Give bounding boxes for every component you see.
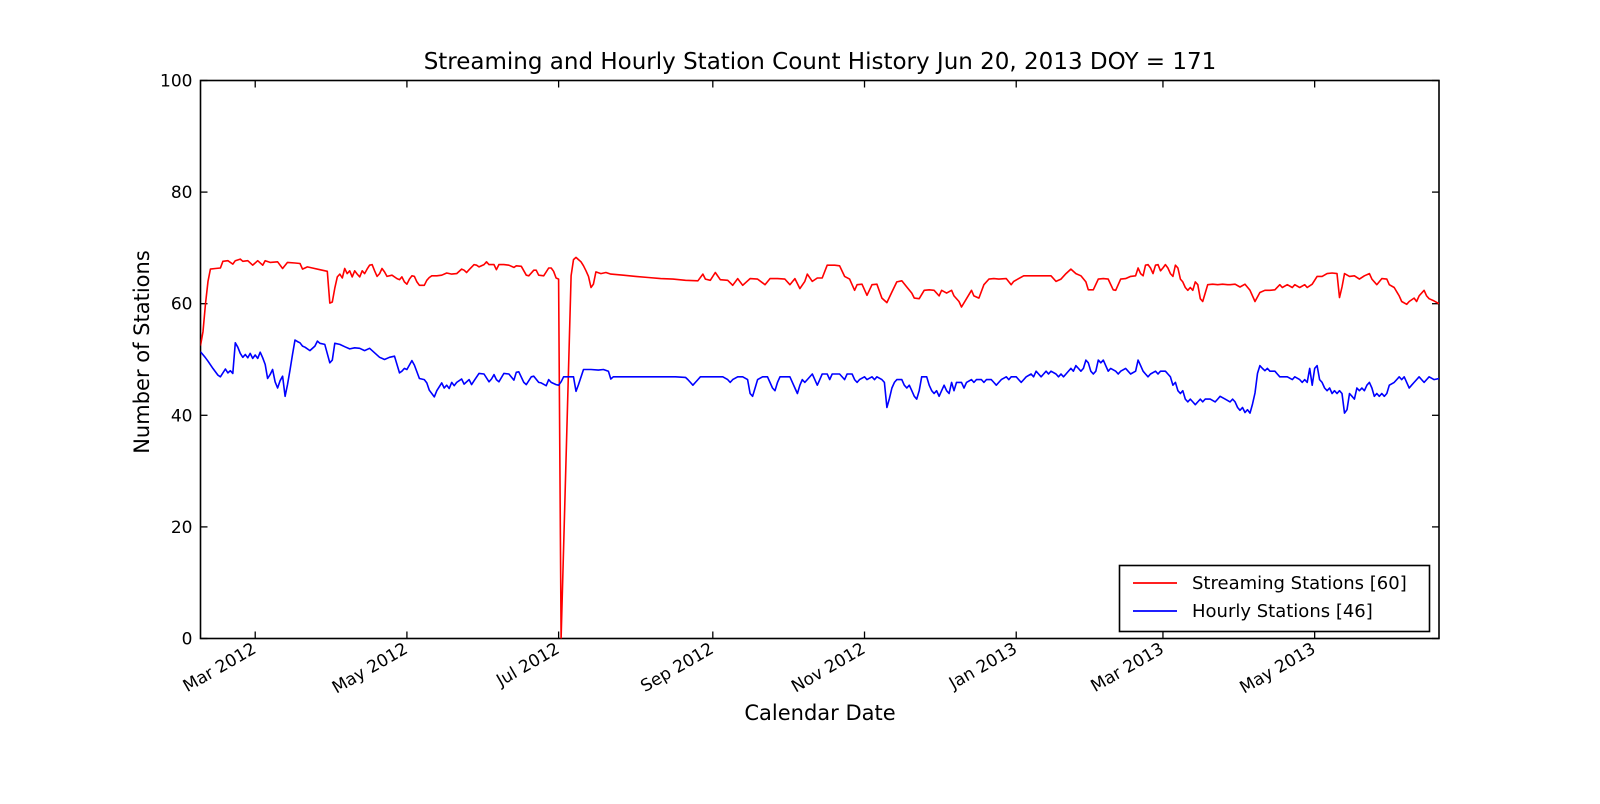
- y-axis-label: Number of Stations: [130, 250, 154, 454]
- x-tick-label: Nov 2012: [788, 639, 869, 697]
- y-tick-label: 100: [160, 72, 192, 92]
- y-tick-label: 60: [171, 295, 193, 315]
- chart-title: Streaming and Hourly Station Count Histo…: [424, 49, 1217, 75]
- legend: Streaming Stations [60] Hourly Stations …: [1118, 564, 1431, 633]
- x-tick-label: Sep 2012: [637, 639, 717, 697]
- y-tick-label: 80: [171, 183, 193, 203]
- x-tick-label: May 2012: [329, 639, 412, 698]
- x-tick-label: Jul 2012: [492, 639, 563, 691]
- x-axis-label: Calendar Date: [744, 701, 895, 725]
- x-tick-label: May 2013: [1237, 639, 1320, 698]
- series-line-hourly-stations: [200, 339, 1439, 414]
- y-tick-label: 40: [171, 406, 193, 426]
- legend-label-hourly: Hourly Stations [46]: [1192, 601, 1373, 622]
- series-line-streaming-stations: [200, 256, 1439, 639]
- y-tick-label: 20: [171, 518, 193, 538]
- legend-label-streaming: Streaming Stations [60]: [1192, 573, 1407, 594]
- y-tick-label: 0: [182, 630, 193, 650]
- x-tick-label: Mar 2013: [1088, 639, 1168, 697]
- plot-frame: [199, 79, 1440, 640]
- x-tick-label: Jan 2013: [945, 639, 1021, 694]
- legend-box: [1118, 564, 1431, 633]
